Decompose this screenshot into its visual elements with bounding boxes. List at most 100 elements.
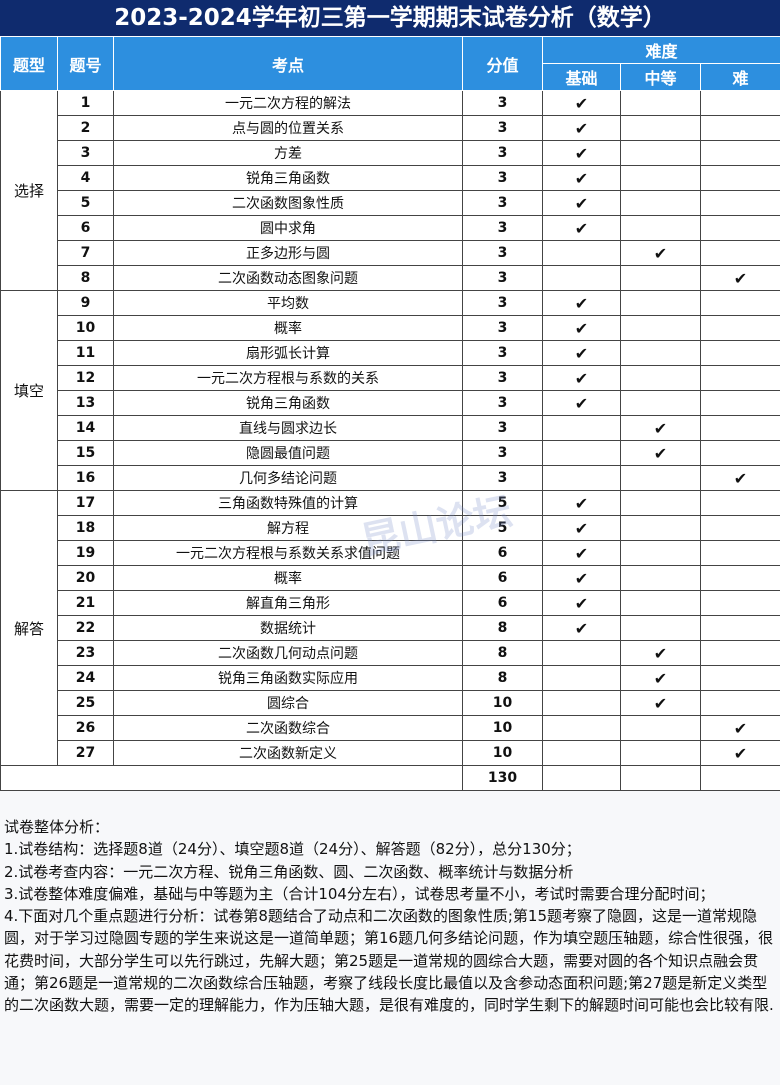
difficulty-basic-cell [542, 690, 621, 716]
check-icon: ✔ [542, 540, 621, 566]
check-icon: ✔ [699, 715, 780, 741]
difficulty-basic-cell [542, 240, 621, 266]
difficulty-hard-cell [699, 315, 780, 341]
difficulty-mid-cell [620, 115, 701, 141]
table-row: 8 二次函数动态图象问题 3 ✔ [1, 265, 780, 291]
header-topic: 考点 [113, 36, 463, 91]
table-row: 15 隐圆最值问题 3 ✔ [1, 440, 780, 466]
question-number: 19 [57, 540, 114, 566]
topic: 平均数 [113, 290, 463, 316]
question-number: 3 [57, 140, 114, 166]
difficulty-mid-cell [620, 465, 701, 491]
topic: 锐角三角函数 [113, 165, 463, 191]
difficulty-basic-cell [542, 465, 621, 491]
difficulty-mid-cell [620, 290, 701, 316]
score: 10 [462, 690, 543, 716]
difficulty-hard-cell [699, 240, 780, 266]
topic: 一元二次方程根与系数关系求值问题 [113, 540, 463, 566]
table-row: 6 圆中求角 3 ✔ [1, 215, 780, 241]
question-number: 9 [57, 290, 114, 316]
header-difficulty: 难度 [541, 36, 780, 64]
question-number: 27 [57, 740, 114, 766]
topic: 几何多结论问题 [113, 465, 463, 491]
table-row: 5 二次函数图象性质 3 ✔ [1, 190, 780, 216]
header-mid: 中等 [620, 63, 701, 91]
topic: 二次函数综合 [113, 715, 463, 741]
table-row: 11 扇形弧长计算 3 ✔ [1, 340, 780, 366]
difficulty-hard-cell [699, 615, 780, 641]
check-icon: ✔ [542, 115, 621, 141]
check-icon: ✔ [542, 290, 621, 316]
question-number: 11 [57, 340, 114, 366]
topic: 一元二次方程的解法 [113, 90, 463, 116]
header-basic: 基础 [542, 63, 621, 91]
question-number: 13 [57, 390, 114, 416]
analysis-table: 题型 题号 考点 分值 难度 基础 中等 难 选择 1 一元二次方程的解法 3 ✔ 2 点与… [0, 36, 780, 791]
header-score: 分值 [462, 36, 543, 91]
difficulty-mid-cell [620, 365, 701, 391]
check-icon: ✔ [542, 140, 621, 166]
score: 3 [462, 240, 543, 266]
score: 3 [462, 115, 543, 141]
difficulty-mid-cell [620, 265, 701, 291]
check-icon: ✔ [542, 390, 621, 416]
table-row: 4 锐角三角函数 3 ✔ [1, 165, 780, 191]
difficulty-mid-cell [620, 190, 701, 216]
score: 8 [462, 615, 543, 641]
check-icon: ✔ [542, 615, 621, 641]
difficulty-mid-cell [620, 140, 701, 166]
analysis-item: 2.试卷考查内容：一元二次方程、锐角三角函数、圆、二次函数、概率统计与数据分析 [4, 862, 574, 881]
topic: 正多边形与圆 [113, 240, 463, 266]
table-row: 22 数据统计 8 ✔ [1, 615, 780, 641]
question-number: 12 [57, 365, 114, 391]
difficulty-mid-cell [620, 215, 701, 241]
topic: 一元二次方程根与系数的关系 [113, 365, 463, 391]
question-number: 22 [57, 615, 114, 641]
difficulty-mid-cell [620, 715, 701, 741]
score: 3 [462, 265, 543, 291]
question-number: 2 [57, 115, 114, 141]
score: 3 [462, 315, 543, 341]
question-type: 填空 [0, 290, 58, 491]
table-row: 7 正多边形与圆 3 ✔ [1, 240, 780, 266]
question-number: 21 [57, 590, 114, 616]
table-row: 12 一元二次方程根与系数的关系 3 ✔ [1, 365, 780, 391]
difficulty-hard-cell [699, 415, 780, 441]
question-number: 4 [57, 165, 114, 191]
topic: 点与圆的位置关系 [113, 115, 463, 141]
check-icon: ✔ [542, 490, 621, 516]
table-row: 填空 9 平均数 3 ✔ [0, 290, 780, 491]
table-row: 3 方差 3 ✔ [1, 140, 780, 166]
difficulty-hard-cell [699, 365, 780, 391]
topic: 锐角三角函数 [113, 390, 463, 416]
table-row: 16 几何多结论问题 3 ✔ [1, 465, 780, 491]
difficulty-basic-cell [542, 715, 621, 741]
score: 3 [462, 215, 543, 241]
total-score: 130 [462, 765, 543, 791]
question-number: 20 [57, 565, 114, 591]
difficulty-basic-cell [542, 640, 621, 666]
score: 6 [462, 540, 543, 566]
score: 3 [462, 140, 543, 166]
topic: 圆综合 [113, 690, 463, 716]
table-row: 10 概率 3 ✔ [1, 315, 780, 341]
question-number: 14 [57, 415, 114, 441]
score: 5 [462, 490, 543, 516]
table-row: 25 圆综合 10 ✔ [1, 690, 780, 716]
difficulty-basic-cell [542, 415, 621, 441]
blank [699, 765, 780, 791]
question-type: 解答 [0, 490, 58, 766]
analysis-item: 3.试卷整体难度偏难，基础与中等题为主（合计104分左右），试卷思考量不小，考试… [4, 884, 715, 903]
score: 3 [462, 165, 543, 191]
difficulty-hard-cell [699, 215, 780, 241]
analysis-heading: 试卷整体分析： [4, 818, 110, 836]
table-row: 14 直线与圆求边长 3 ✔ [1, 415, 780, 441]
table-row: 13 锐角三角函数 3 ✔ [1, 390, 780, 416]
difficulty-mid-cell [620, 490, 701, 516]
blank [620, 765, 701, 791]
analysis-text: 试卷整体分析： 1.试卷结构：选择题8道（24分）、填空题8道（24分）、解答题… [4, 816, 778, 1017]
score: 8 [462, 640, 543, 666]
check-icon: ✔ [620, 640, 701, 666]
blank [542, 765, 621, 791]
check-icon: ✔ [542, 190, 621, 216]
